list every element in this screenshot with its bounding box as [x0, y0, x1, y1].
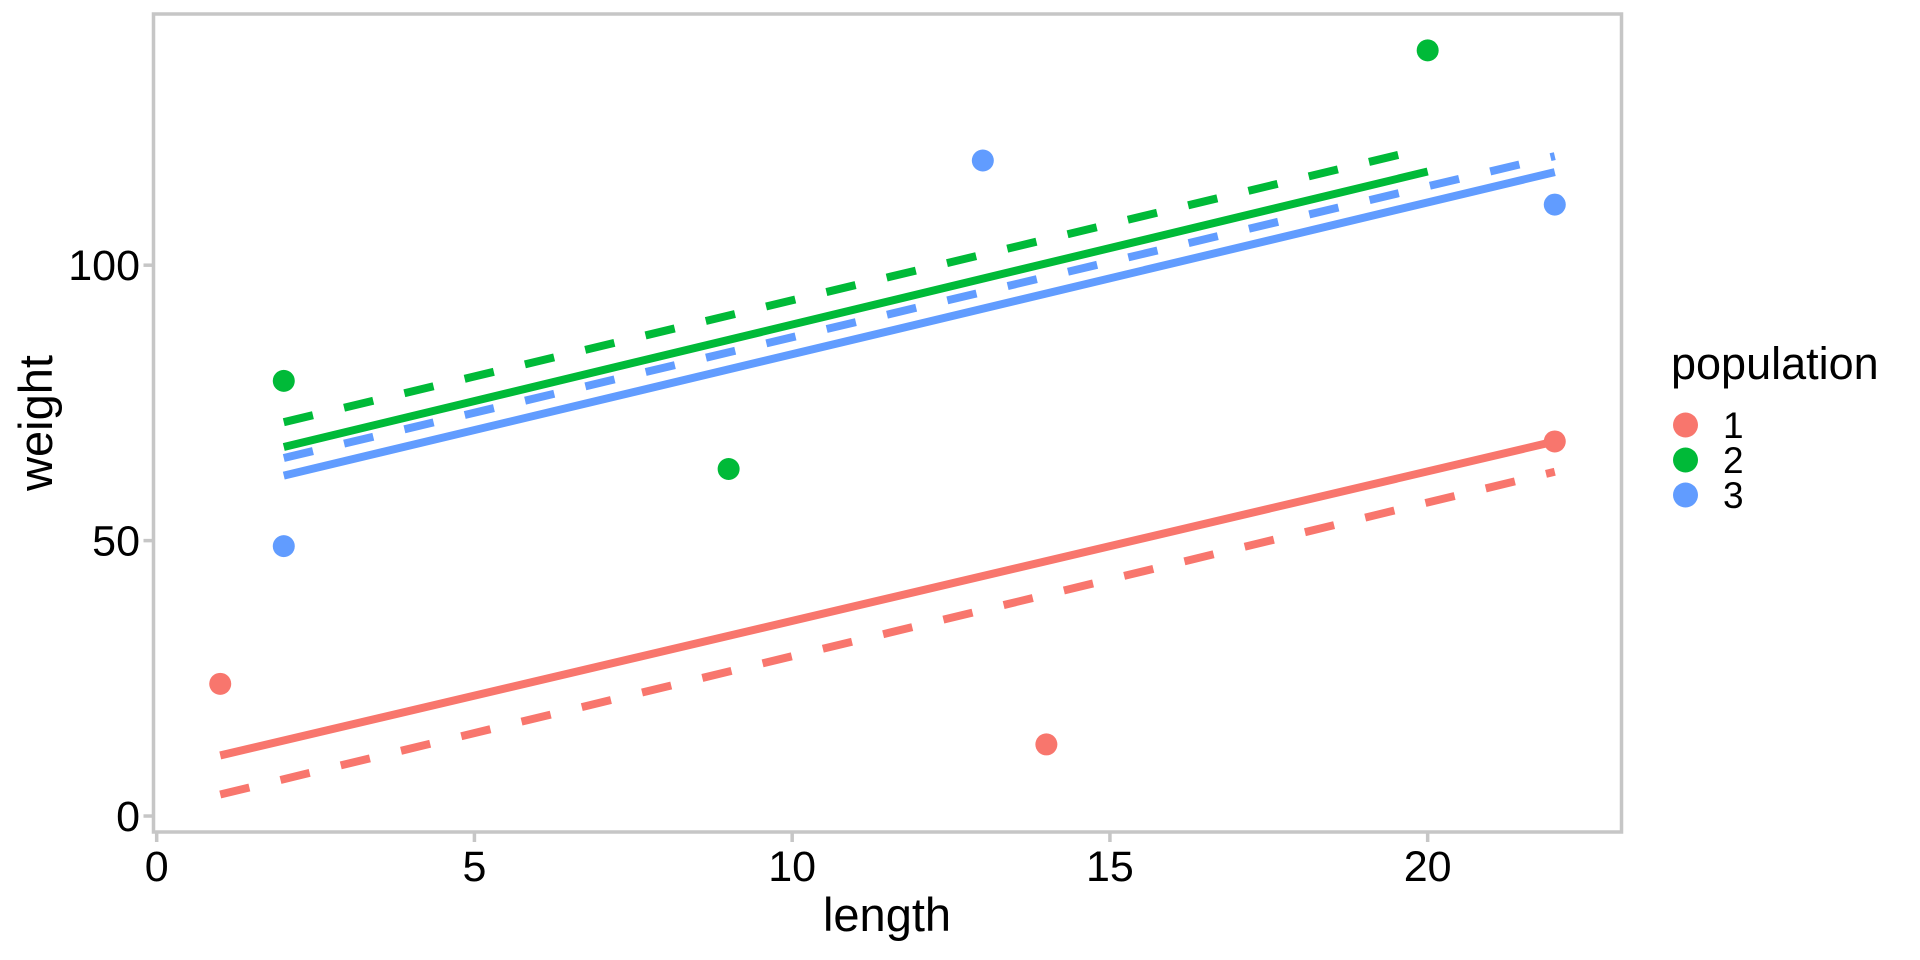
series-layer	[209, 39, 1566, 799]
y-tick-label: 100	[68, 242, 140, 290]
data-point-population-3	[272, 535, 295, 558]
dashed-regression-line-population-1	[219, 467, 1556, 799]
x-tick-label: 20	[1404, 843, 1452, 891]
dashed-regression-line-population-2	[282, 143, 1429, 427]
x-tick-label: 15	[1086, 843, 1134, 891]
data-point-population-2	[1416, 39, 1439, 62]
data-point-population-3	[1543, 193, 1566, 216]
solid-regression-line-population-2	[282, 167, 1429, 451]
data-point-population-3	[971, 149, 994, 172]
solid-regression-line-population-1	[219, 437, 1556, 760]
x-axis: 0 5 10 15 20	[145, 832, 1452, 891]
legend-entry-label: 1	[1723, 405, 1744, 446]
y-tick-label: 0	[116, 793, 140, 841]
y-axis: 0 50 100	[68, 242, 154, 841]
data-point-population-1	[209, 672, 232, 695]
legend-entry-label: 2	[1723, 440, 1744, 481]
legend-key-dot-3	[1673, 482, 1698, 508]
x-tick-label: 0	[145, 843, 169, 891]
legend-key-dot-2	[1673, 447, 1698, 473]
legend: population 123	[1671, 338, 1879, 516]
x-axis-title: length	[823, 888, 951, 941]
dashed-regression-line-population-3	[282, 152, 1556, 462]
x-tick-label: 10	[768, 843, 816, 891]
solid-regression-line-population-3	[282, 168, 1556, 480]
y-axis-title: weight	[9, 355, 62, 492]
legend-key-dot-1	[1673, 412, 1698, 438]
legend-entry-label: 3	[1723, 475, 1744, 516]
data-point-population-2	[272, 369, 295, 392]
y-tick-label: 50	[92, 518, 140, 566]
data-point-population-1	[1035, 733, 1058, 756]
panel-border	[151, 12, 1624, 834]
legend-entries: 123	[1673, 405, 1744, 516]
legend-title: population	[1671, 338, 1879, 389]
data-point-population-2	[717, 457, 740, 480]
x-tick-label: 5	[462, 843, 486, 891]
